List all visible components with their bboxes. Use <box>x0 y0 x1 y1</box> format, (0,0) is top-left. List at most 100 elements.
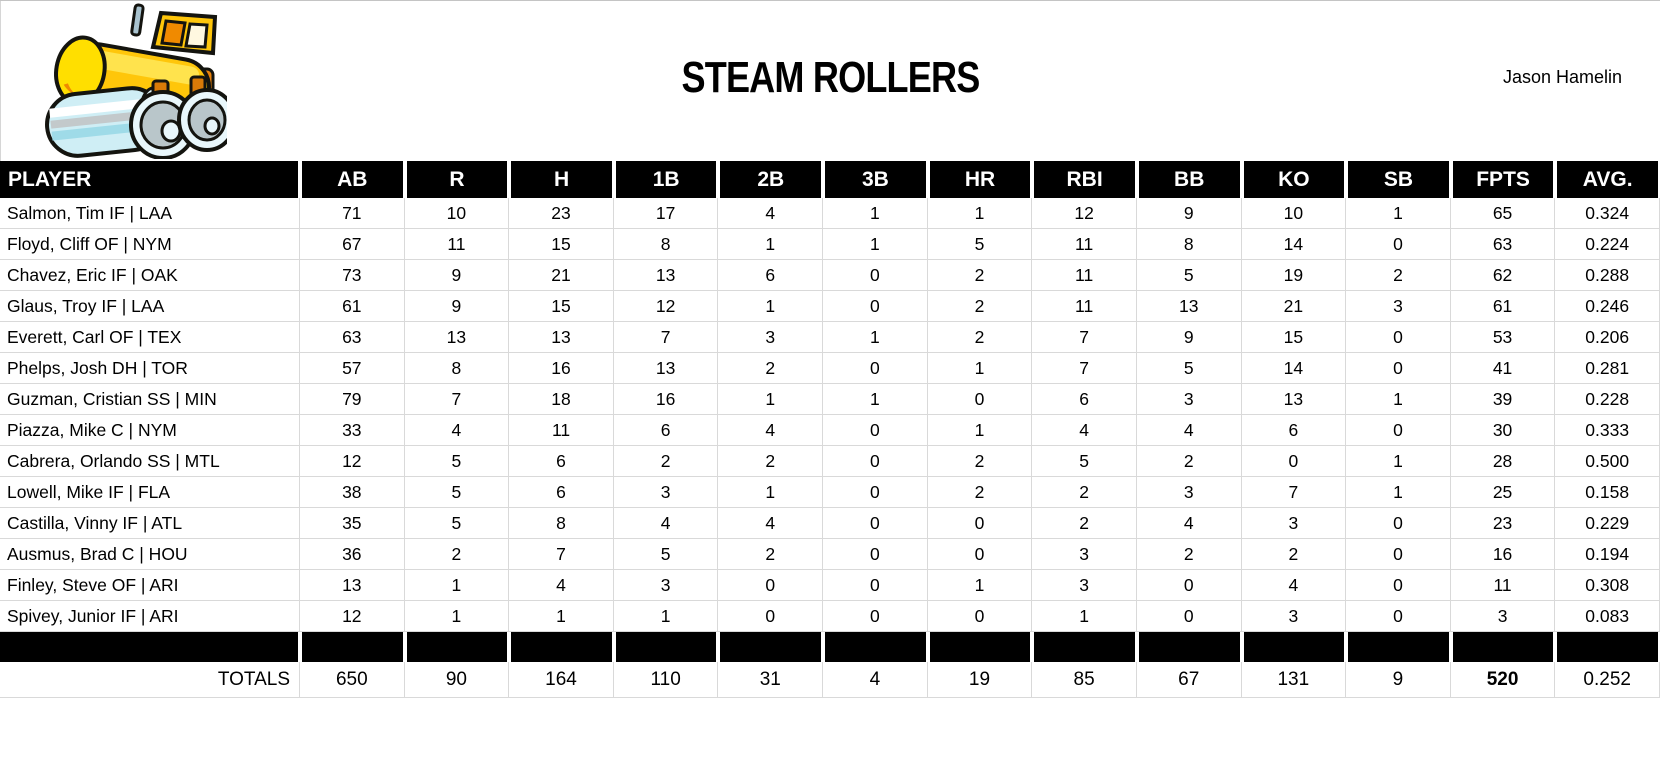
stat-cell: 3 <box>1032 539 1137 570</box>
stat-cell: 65 <box>1450 198 1556 229</box>
stat-cell: 0.288 <box>1555 260 1660 291</box>
stat-cell: 2 <box>927 291 1033 322</box>
stat-cell: 0.281 <box>1555 353 1660 384</box>
stat-cell: 0.228 <box>1555 384 1660 415</box>
steam-roller-logo <box>45 3 227 159</box>
stat-cell: 79 <box>300 384 405 415</box>
stat-cell: 4 <box>718 415 824 446</box>
stat-cell: 0 <box>823 291 928 322</box>
stat-cell: 15 <box>509 291 614 322</box>
cab-frame <box>150 10 218 56</box>
header-label: AVG. <box>1557 161 1658 198</box>
table-row: Piazza, Mike C | NYM 33 4 11 6 4 0 1 4 4 6 0 30 0.333 <box>0 415 1660 446</box>
stat-cell: 23 <box>509 198 614 229</box>
stat-cell: 7 <box>1032 322 1137 353</box>
stat-cell: 0 <box>823 477 928 508</box>
header-label: FPTS <box>1452 161 1554 198</box>
stat-cell: 6 <box>1241 415 1347 446</box>
stat-cell: 13 <box>613 260 719 291</box>
separator-block <box>0 632 298 662</box>
stat-cell: 2 <box>927 477 1033 508</box>
stat-cell: 4 <box>1241 570 1347 601</box>
stat-cell: 0.224 <box>1555 229 1660 260</box>
separator-row <box>0 632 1660 662</box>
stat-cell: 2 <box>927 260 1033 291</box>
totals-stat-cell: 164 <box>509 662 614 698</box>
stat-cell: 2 <box>404 539 510 570</box>
stat-cell: 1 <box>823 322 928 353</box>
stat-cell: 0.324 <box>1555 198 1660 229</box>
totals-label: TOTALS <box>0 662 300 698</box>
separator-block <box>1557 632 1658 662</box>
stat-cell: 6 <box>1032 384 1137 415</box>
stat-cell: 1 <box>927 353 1033 384</box>
stat-cell: 0.308 <box>1555 570 1660 601</box>
stat-cell: 0 <box>1346 570 1451 601</box>
stat-cell: 10 <box>1241 198 1347 229</box>
stat-cell: 1 <box>509 601 614 632</box>
header-cell-rbi: RBI <box>1032 161 1137 198</box>
stat-cell: 1 <box>718 384 824 415</box>
stat-cell: 13 <box>509 322 614 353</box>
stat-cell: 1 <box>927 198 1033 229</box>
header-label: H <box>511 161 612 198</box>
stat-cell: 1 <box>718 477 824 508</box>
stat-cell: 6 <box>718 260 824 291</box>
totals-stat-cell: 110 <box>613 662 719 698</box>
separator-cell <box>1346 632 1451 669</box>
player-cell: Everett, Carl OF | TEX <box>0 322 300 353</box>
totals-stat-cell: 31 <box>718 662 824 698</box>
separator-cell <box>1555 632 1660 669</box>
stat-cell: 0.246 <box>1555 291 1660 322</box>
totals-stat-cell: 0.252 <box>1555 662 1660 698</box>
header-cell-r: R <box>405 161 510 198</box>
stat-cell: 0 <box>718 601 824 632</box>
stat-cell: 15 <box>509 229 614 260</box>
stat-cell: 9 <box>404 291 510 322</box>
stat-cell: 35 <box>300 508 405 539</box>
stat-cell: 1 <box>718 291 824 322</box>
stat-cell: 0 <box>823 446 928 477</box>
stat-cell: 21 <box>1241 291 1347 322</box>
separator-block <box>720 632 822 662</box>
stat-cell: 0.206 <box>1555 322 1660 353</box>
stat-cell: 8 <box>1136 229 1242 260</box>
stat-cell: 5 <box>1136 260 1242 291</box>
stat-cell: 23 <box>1450 508 1556 539</box>
stat-cell: 0 <box>927 539 1033 570</box>
stat-cell: 4 <box>1136 415 1242 446</box>
stat-cell: 1 <box>1032 601 1137 632</box>
stat-cell: 0 <box>823 601 928 632</box>
front-wheel-right <box>177 88 227 152</box>
separator-block <box>511 632 612 662</box>
separator-block <box>1034 632 1135 662</box>
stat-cell: 16 <box>613 384 719 415</box>
stat-cell: 73 <box>300 260 405 291</box>
stat-cell: 6 <box>613 415 719 446</box>
stat-cell: 0 <box>1241 446 1347 477</box>
stat-cell: 67 <box>300 229 405 260</box>
stat-cell: 0 <box>927 508 1033 539</box>
stat-cell: 7 <box>404 384 510 415</box>
stat-cell: 4 <box>718 198 824 229</box>
separator-block <box>825 632 926 662</box>
header-cell-fpts: FPTS <box>1451 161 1556 198</box>
stat-cell: 0 <box>1346 229 1451 260</box>
header-cell-1b: 1B <box>614 161 719 198</box>
separator-block <box>1348 632 1449 662</box>
header-label: R <box>406 161 508 198</box>
stat-cell: 61 <box>300 291 405 322</box>
stat-cell: 41 <box>1450 353 1556 384</box>
stat-cell: 18 <box>509 384 614 415</box>
stat-cell: 63 <box>300 322 405 353</box>
stat-cell: 61 <box>1450 291 1556 322</box>
player-cell: Spivey, Junior IF | ARI <box>0 601 300 632</box>
player-cell: Phelps, Josh DH | TOR <box>0 353 300 384</box>
header-cell-3b: 3B <box>823 161 928 198</box>
totals-stat-cell: 67 <box>1136 662 1242 698</box>
stat-cell: 2 <box>927 446 1033 477</box>
separator-cell <box>1242 632 1347 669</box>
stat-cell: 4 <box>613 508 719 539</box>
stat-cell: 3 <box>1136 477 1242 508</box>
top-band: STEAM ROLLERS Jason Hamelin <box>0 1 1660 161</box>
